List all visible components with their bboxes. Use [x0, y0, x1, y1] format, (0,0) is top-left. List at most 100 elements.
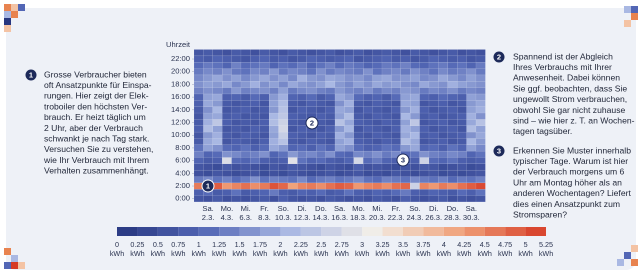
legend-swatch: [240, 227, 260, 236]
heat-cell: [307, 56, 316, 62]
heat-cell: [316, 189, 325, 195]
heat-cell: [279, 177, 288, 183]
heat-cell: [203, 81, 212, 87]
legend-unit: kWh: [416, 249, 430, 258]
heat-cell: [457, 119, 466, 125]
heat-cell: [429, 69, 438, 75]
heat-cell: [326, 119, 335, 125]
heat-cell: [448, 94, 457, 100]
heat-cell: [467, 132, 476, 138]
heat-cell: [476, 107, 485, 113]
heat-cell: [410, 170, 419, 176]
legend-tick-label: 3: [360, 240, 364, 249]
heat-cell: [420, 151, 429, 157]
heat-cell: [232, 94, 241, 100]
heat-cell: [448, 132, 457, 138]
heat-cell: [373, 107, 382, 113]
heat-cell: [391, 113, 400, 119]
legend-tick-label: 5: [524, 240, 528, 249]
heat-cell: [241, 126, 250, 132]
heat-cell: [194, 177, 203, 183]
heat-cell: [232, 50, 241, 56]
legend-unit: kWh: [437, 249, 451, 258]
heat-cell: [401, 183, 410, 189]
heat-cell: [373, 157, 382, 163]
heat-cell: [391, 100, 400, 106]
legend-swatch: [464, 227, 484, 236]
heat-cell: [438, 126, 447, 132]
heat-cell: [213, 170, 222, 176]
y-tick-label: 6:00: [175, 156, 190, 165]
heat-cell: [250, 119, 259, 125]
heat-cell: [429, 151, 438, 157]
heat-cell: [467, 126, 476, 132]
heat-cell: [194, 107, 203, 113]
heat-cell: [194, 62, 203, 68]
heat-cell: [410, 62, 419, 68]
heat-cell: [269, 132, 278, 138]
heat-cell: [363, 189, 372, 195]
heat-cell: [344, 132, 353, 138]
heat-cell: [354, 88, 363, 94]
heat-cell: [391, 94, 400, 100]
heat-cell: [241, 81, 250, 87]
heat-cell: [326, 196, 335, 202]
heat-cell: [297, 88, 306, 94]
heat-cell: [391, 107, 400, 113]
heat-cell: [410, 81, 419, 87]
heat-cell: [241, 157, 250, 163]
heat-cell: [429, 132, 438, 138]
heat-cell: [250, 189, 259, 195]
heat-cell: [250, 81, 259, 87]
heat-cell: [391, 126, 400, 132]
heat-cell: [344, 177, 353, 183]
legend-unit: kWh: [253, 249, 267, 258]
heat-cell: [448, 75, 457, 81]
heat-cell: [307, 157, 316, 163]
heat-cell: [420, 88, 429, 94]
heat-cell: [222, 107, 231, 113]
heat-cell: [457, 75, 466, 81]
heat-cell: [467, 69, 476, 75]
annotation-line: 2 Uhr, aber der Verbrauch: [44, 123, 143, 133]
heat-cell: [429, 189, 438, 195]
heat-cell: [363, 50, 372, 56]
heat-cell: [326, 126, 335, 132]
legend-swatch: [219, 227, 239, 236]
heat-cell: [373, 145, 382, 151]
heat-cell: [297, 69, 306, 75]
heat-cell: [438, 196, 447, 202]
heat-cell: [326, 113, 335, 119]
legend-tick-label: 4.5: [480, 240, 490, 249]
heat-cell: [476, 62, 485, 68]
heat-cell: [438, 100, 447, 106]
heat-cell: [335, 119, 344, 125]
heat-cell: [222, 196, 231, 202]
legend-tick-label: 0.5: [153, 240, 163, 249]
annotation-line: rungen. Hier zeigt der Elek-: [44, 91, 149, 101]
heat-cell: [260, 119, 269, 125]
heat-cell: [382, 177, 391, 183]
legend-tick-label: 3.75: [416, 240, 430, 249]
heat-cell: [335, 189, 344, 195]
heat-cell: [457, 50, 466, 56]
heat-cell: [476, 56, 485, 62]
heat-cell: [279, 189, 288, 195]
heat-cell: [297, 145, 306, 151]
heat-cell: [401, 88, 410, 94]
heat-cell: [279, 100, 288, 106]
heat-cell: [420, 62, 429, 68]
heat-cell: [269, 183, 278, 189]
heat-cell: [194, 113, 203, 119]
heat-cell: [373, 113, 382, 119]
heat-cell: [382, 196, 391, 202]
x-tick-label: Sa.2.3.: [202, 204, 215, 222]
heat-cell: [448, 164, 457, 170]
x-tick-label: Do.28.3.: [444, 204, 461, 222]
heat-cell: [260, 81, 269, 87]
heat-cell: [335, 170, 344, 176]
heat-cell: [448, 107, 457, 113]
heat-cell: [297, 119, 306, 125]
heat-cell: [467, 113, 476, 119]
heat-cell: [326, 62, 335, 68]
